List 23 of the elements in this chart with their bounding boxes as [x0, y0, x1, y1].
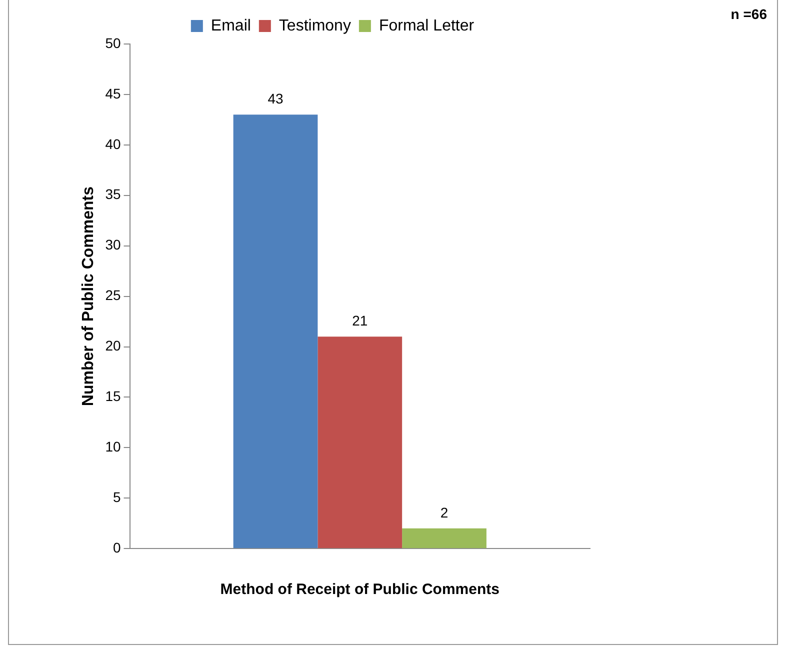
data-label: 21 [352, 312, 368, 329]
y-tick-label: 35 [105, 186, 121, 202]
legend-label: Email [210, 17, 251, 34]
legend-label: Testimony [278, 17, 351, 34]
y-tick-label: 5 [112, 489, 121, 505]
y-tick-label: 0 [112, 539, 121, 556]
legend-label: Formal Letter [378, 17, 475, 34]
y-tick-label: 45 [105, 85, 121, 102]
y-tick-label: 20 [105, 338, 121, 354]
data-label: 2 [440, 504, 448, 520]
bar [402, 528, 486, 548]
y-tick-label: 30 [105, 236, 121, 253]
bar [318, 336, 402, 548]
data-label: 43 [268, 90, 284, 107]
y-tick-label: 40 [105, 136, 121, 152]
bar [233, 114, 318, 548]
y-tick-label: 50 [105, 34, 121, 51]
text: n =66 [730, 6, 767, 22]
y-axis-title: Number of Public Comments [80, 186, 98, 406]
x-axis-title: Method of Receipt of Public Comments [220, 581, 500, 598]
y-tick-label: 25 [105, 287, 121, 304]
y-tick-label: 15 [105, 388, 121, 404]
y-tick-label: 10 [105, 438, 121, 455]
